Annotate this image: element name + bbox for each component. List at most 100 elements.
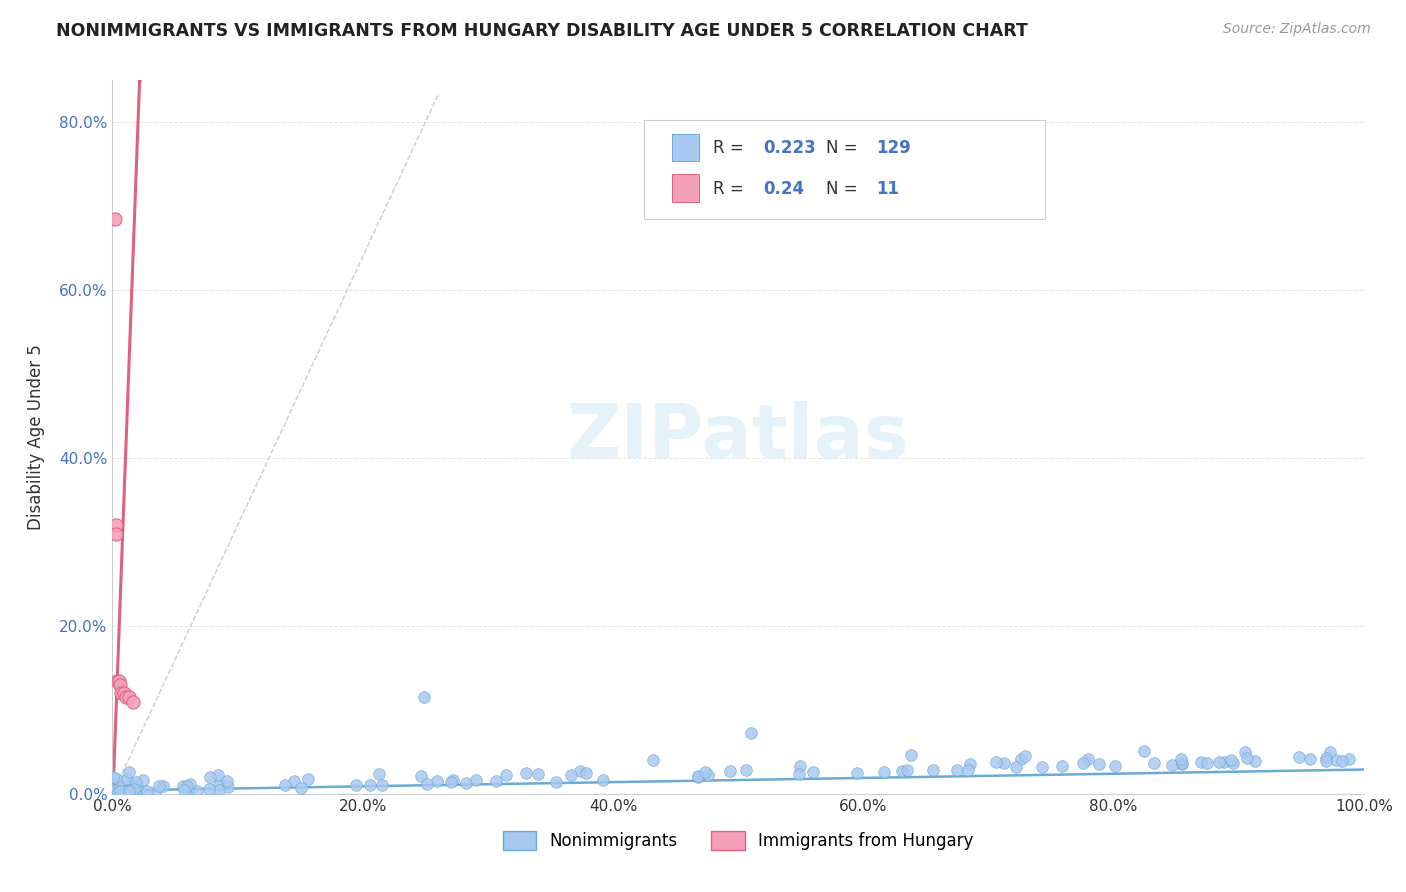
Point [1171, 757, 1194, 772]
Point [104, 782, 127, 797]
Point [129, 785, 152, 799]
Point [125, 782, 148, 797]
Point [1337, 752, 1360, 766]
Point [984, 755, 1007, 769]
Point [112, 686, 135, 700]
Point [416, 777, 439, 791]
Point [200, 771, 222, 785]
Point [693, 765, 716, 780]
Point [173, 779, 195, 793]
Point [1222, 756, 1244, 771]
Point [720, 764, 742, 778]
Point [1233, 745, 1256, 759]
Text: R =: R = [713, 180, 749, 198]
Point [115, 780, 138, 795]
Point [1170, 752, 1192, 766]
Point [1071, 756, 1094, 770]
Point [107, 673, 129, 688]
Point [173, 783, 195, 797]
Point [131, 773, 153, 788]
Point [575, 766, 598, 780]
Point [495, 767, 517, 781]
Point [1208, 755, 1230, 769]
Text: N =: N = [825, 139, 863, 157]
Point [108, 784, 131, 798]
Point [283, 774, 305, 789]
Point [1212, 755, 1234, 769]
Point [152, 779, 174, 793]
FancyBboxPatch shape [672, 175, 699, 202]
Point [1191, 755, 1213, 769]
Point [207, 783, 229, 797]
Point [485, 774, 508, 789]
Text: 129: 129 [876, 139, 911, 157]
Point [411, 769, 433, 783]
Point [1088, 757, 1111, 772]
Point [105, 785, 128, 799]
Point [148, 779, 170, 793]
Point [120, 785, 142, 799]
Point [1236, 751, 1258, 765]
Point [1014, 749, 1036, 764]
Point [120, 785, 142, 799]
Point [370, 778, 392, 792]
Point [125, 775, 148, 789]
Point [208, 778, 231, 792]
Point [274, 778, 297, 792]
Point [441, 772, 464, 787]
Point [121, 694, 143, 708]
Text: 11: 11 [876, 180, 898, 198]
Text: ZIPatlas: ZIPatlas [567, 401, 910, 474]
Point [186, 784, 208, 798]
Point [412, 690, 434, 705]
Point [105, 772, 128, 786]
Point [110, 785, 132, 799]
Point [686, 771, 709, 785]
Point [515, 766, 537, 780]
Point [344, 778, 367, 792]
Point [110, 780, 132, 794]
Point [179, 777, 201, 791]
Point [1315, 754, 1337, 768]
Point [1288, 749, 1310, 764]
Point [107, 673, 129, 688]
Point [143, 784, 166, 798]
Point [112, 784, 135, 798]
Point [136, 784, 159, 798]
Point [592, 772, 614, 787]
FancyBboxPatch shape [644, 120, 1045, 219]
Point [105, 526, 128, 541]
Point [1319, 745, 1341, 759]
Point [922, 763, 945, 777]
Point [464, 772, 486, 787]
Point [368, 766, 391, 780]
Point [121, 783, 143, 797]
Point [890, 764, 912, 779]
Point [107, 785, 129, 799]
Point [740, 726, 762, 740]
Y-axis label: Disability Age Under 5: Disability Age Under 5 [27, 344, 45, 530]
Point [560, 767, 582, 781]
Point [1330, 754, 1353, 768]
Point [1104, 759, 1126, 773]
Point [104, 211, 127, 226]
Point [115, 690, 138, 705]
Point [1220, 753, 1243, 767]
Point [118, 784, 141, 798]
Point [686, 769, 709, 783]
Text: 0.24: 0.24 [763, 180, 804, 198]
Point [359, 778, 381, 792]
Point [108, 678, 131, 692]
Point [1004, 760, 1026, 774]
Point [546, 775, 568, 789]
Point [110, 686, 132, 700]
Text: 0.223: 0.223 [763, 139, 815, 157]
Point [959, 757, 981, 772]
Point [696, 768, 718, 782]
Point [125, 783, 148, 797]
Point [872, 765, 894, 780]
Point [801, 764, 824, 779]
Point [105, 518, 128, 533]
FancyBboxPatch shape [672, 134, 699, 161]
Point [101, 770, 124, 784]
